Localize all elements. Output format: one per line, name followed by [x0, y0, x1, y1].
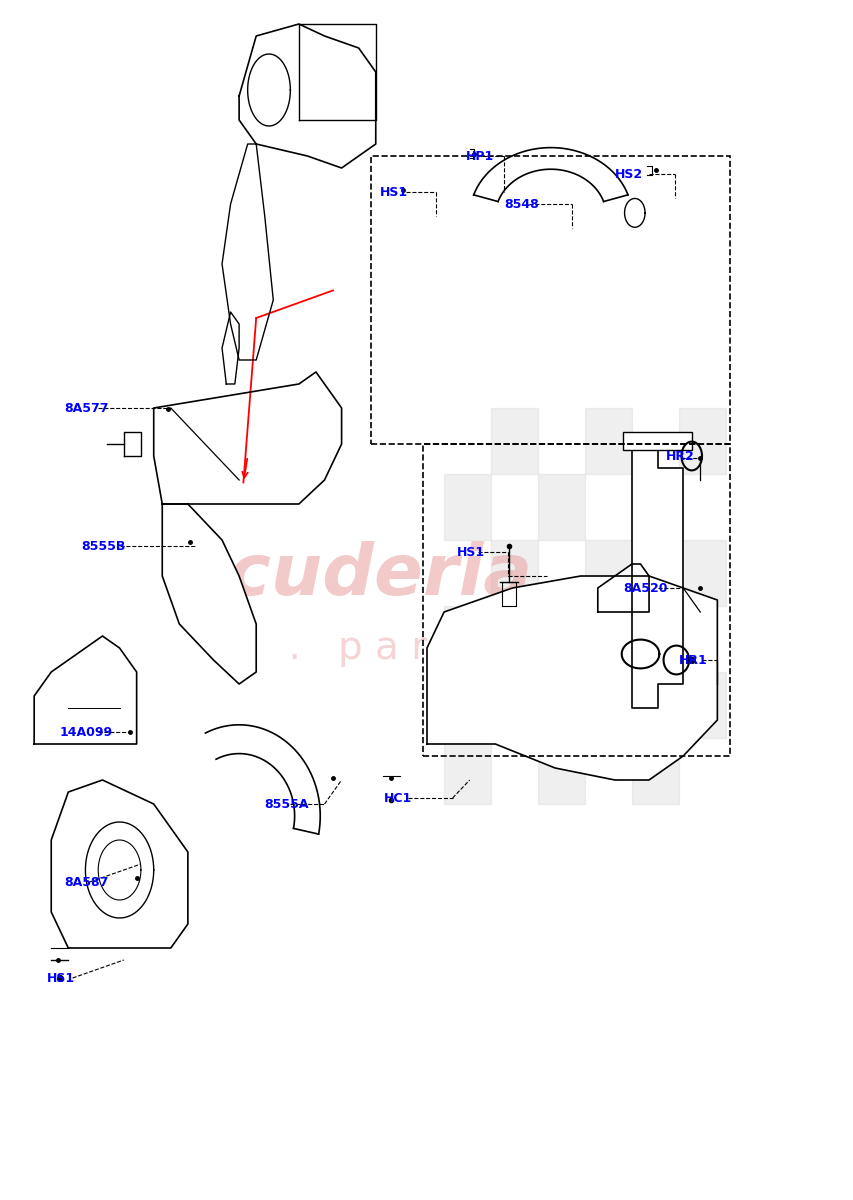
- Bar: [678, 540, 725, 606]
- Text: 8555A: 8555A: [264, 798, 309, 810]
- Bar: [422, 444, 729, 756]
- Polygon shape: [631, 444, 682, 708]
- Text: HS1: HS1: [456, 546, 485, 558]
- Bar: [444, 606, 490, 672]
- Polygon shape: [222, 312, 239, 384]
- Text: HP1: HP1: [465, 150, 493, 162]
- Bar: [623, 432, 691, 450]
- Bar: [537, 738, 584, 804]
- Bar: [584, 540, 631, 606]
- Text: HR2: HR2: [665, 450, 694, 462]
- Polygon shape: [597, 564, 648, 612]
- Text: 8A577: 8A577: [64, 402, 108, 414]
- Bar: [537, 474, 584, 540]
- Text: HS1: HS1: [47, 972, 75, 984]
- Bar: [678, 672, 725, 738]
- Polygon shape: [222, 144, 273, 360]
- Bar: [537, 606, 584, 672]
- Polygon shape: [206, 725, 320, 834]
- Text: 8555B: 8555B: [81, 540, 125, 552]
- Bar: [631, 738, 678, 804]
- Polygon shape: [51, 780, 188, 948]
- Text: HS2: HS2: [614, 168, 642, 180]
- Text: 14A099: 14A099: [60, 726, 113, 738]
- Bar: [444, 738, 490, 804]
- Bar: [490, 408, 537, 474]
- Bar: [584, 408, 631, 474]
- Bar: [490, 672, 537, 738]
- Text: HC1: HC1: [384, 792, 412, 804]
- Text: 8A520: 8A520: [623, 582, 667, 594]
- Text: HR1: HR1: [678, 654, 707, 666]
- Polygon shape: [162, 504, 256, 684]
- Bar: [631, 606, 678, 672]
- Polygon shape: [239, 24, 375, 168]
- Text: scuderia: scuderia: [185, 541, 531, 611]
- Bar: [490, 540, 537, 606]
- Bar: [444, 474, 490, 540]
- Polygon shape: [34, 636, 136, 744]
- Bar: [631, 474, 678, 540]
- Polygon shape: [154, 372, 341, 504]
- Text: 8A587: 8A587: [64, 876, 108, 888]
- Bar: [678, 408, 725, 474]
- Text: 8548: 8548: [503, 198, 538, 210]
- Text: c   .   p a r t s: c . p a r t s: [229, 629, 487, 667]
- Polygon shape: [426, 576, 717, 780]
- Bar: [371, 156, 729, 444]
- Polygon shape: [473, 148, 627, 202]
- Bar: [584, 672, 631, 738]
- Text: HS1: HS1: [380, 186, 408, 198]
